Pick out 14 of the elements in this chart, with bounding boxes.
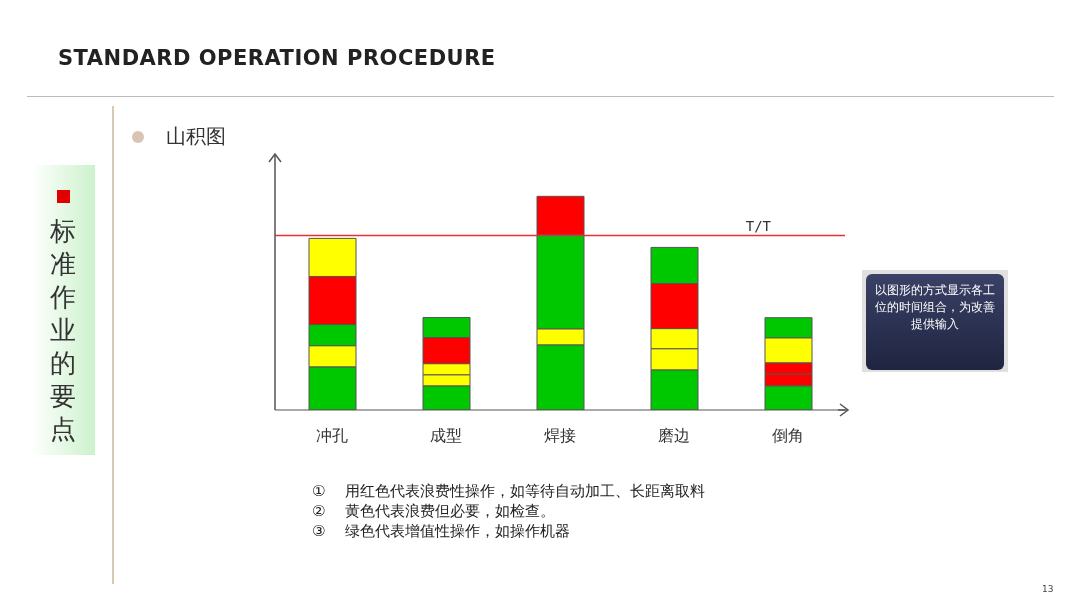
text: ③ 绿色代表增值性操作，如操作机器 (312, 522, 571, 541)
text: 以图形的方式显示各工位的时间组合，为改善提供输入 (866, 274, 1004, 370)
text: ② 黄色代表浪费但必要，如检查。 (312, 502, 556, 521)
x-tick-label: 成型 (430, 426, 462, 446)
x-tick-label: 焊接 (544, 426, 576, 446)
ref-line-label: T/T (745, 218, 772, 235)
x-tick-label: 倒角 (772, 426, 804, 446)
x-tick-label: 冲孔 (316, 426, 348, 446)
x-tick-label: 磨边 (658, 426, 690, 446)
text: 13 (1042, 584, 1054, 594)
chart-subtitle: 山积图 (166, 123, 226, 150)
text: 标准作业的要点 (50, 215, 77, 446)
text: ① 用红色代表浪费性操作，如等待自动加工、长距离取料 (312, 482, 706, 501)
chart-title: STANDARD OPERATION PROCEDURE (58, 46, 496, 70)
